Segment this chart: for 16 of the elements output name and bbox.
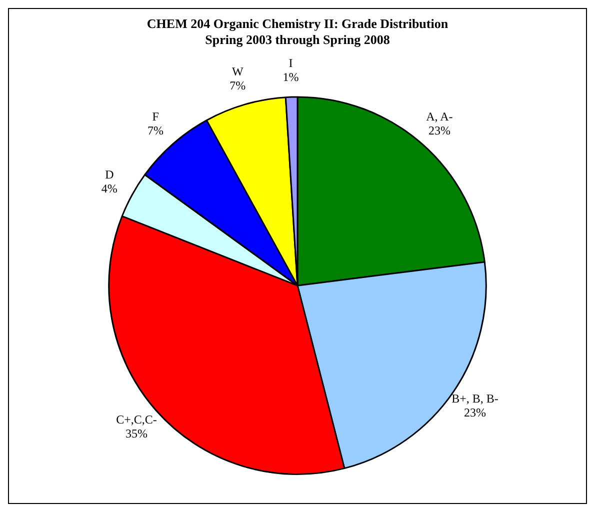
slice-label: W xyxy=(232,64,244,79)
slice-label: D xyxy=(105,167,114,182)
chart-subtitle: Spring 2003 through Spring 2008 xyxy=(205,32,390,47)
data-label: 35% xyxy=(125,426,148,441)
data-label: 1% xyxy=(282,70,299,84)
slice-label: C+,C,C- xyxy=(116,412,157,427)
slice-label: I xyxy=(288,56,293,70)
data-label: 7% xyxy=(230,78,246,93)
chart-title: CHEM 204 Organic Chemistry II: Grade Distribution xyxy=(146,16,449,32)
slice-label: A, A- xyxy=(426,110,453,124)
slice-label: F xyxy=(152,110,160,124)
data-label: 7% xyxy=(148,124,164,138)
data-label: 4% xyxy=(101,181,118,196)
data-label: 23% xyxy=(464,405,486,420)
data-label: 23% xyxy=(428,124,450,138)
slice-label: B+, B, B- xyxy=(452,391,498,406)
